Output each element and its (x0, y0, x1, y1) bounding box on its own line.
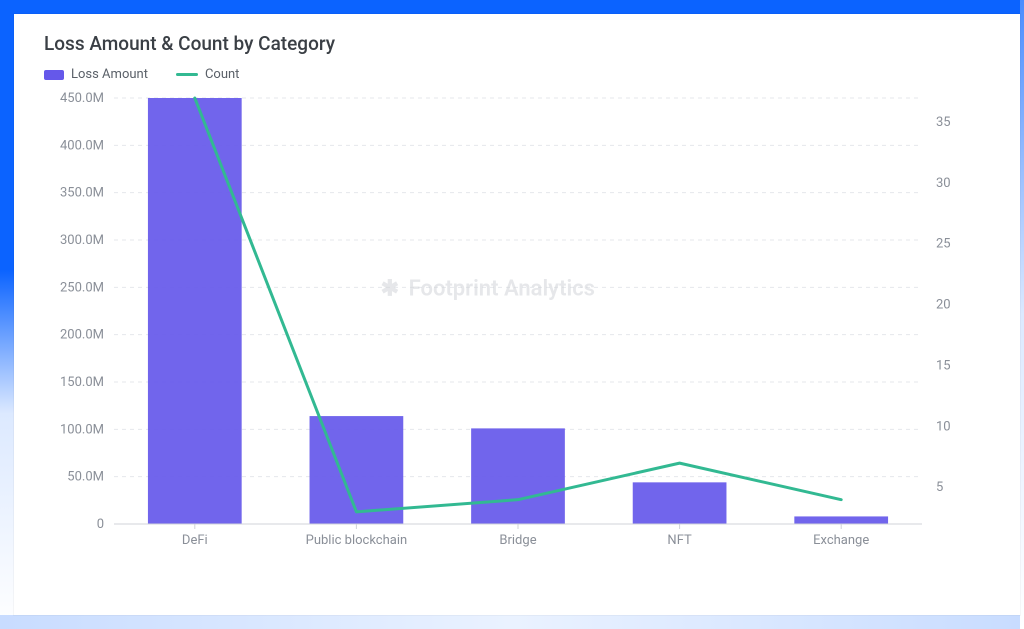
chart-title: Loss Amount & Count by Category (44, 32, 992, 55)
y-left-tick-label: 350.0M (60, 186, 104, 201)
y-right-tick-label: 25 (936, 237, 951, 252)
bar[interactable] (148, 98, 242, 524)
chart-card: Loss Amount & Count by Category Loss Amo… (14, 14, 1020, 615)
x-tick-label: NFT (667, 533, 692, 548)
outer-frame: Loss Amount & Count by Category Loss Amo… (0, 0, 1024, 629)
y-left-tick-label: 150.0M (60, 375, 104, 390)
x-tick-label: Exchange (813, 533, 869, 548)
legend-swatch-bar (44, 70, 64, 80)
y-left-tick-label: 250.0M (60, 280, 104, 295)
legend-label-bar: Loss Amount (71, 67, 148, 82)
y-left-tick-label: 100.0M (60, 422, 104, 437)
legend-swatch-line (176, 73, 198, 76)
y-right-tick-label: 10 (936, 419, 951, 434)
y-left-tick-label: 0 (97, 517, 104, 532)
y-left-tick-label: 300.0M (60, 233, 104, 248)
y-right-tick-label: 35 (936, 115, 951, 130)
y-right-tick-label: 20 (936, 298, 951, 313)
frame-border-left-fade (0, 270, 14, 629)
legend-label-line: Count (205, 67, 239, 82)
x-tick-label: Bridge (499, 533, 536, 548)
y-left-tick-label: 200.0M (60, 328, 104, 343)
bar[interactable] (471, 428, 565, 524)
legend-item-bar[interactable]: Loss Amount (44, 67, 148, 82)
y-left-tick-label: 450.0M (60, 91, 104, 106)
y-left-tick-label: 50.0M (67, 470, 104, 485)
watermark-icon: ✱ (381, 276, 399, 301)
frame-border-left (0, 0, 14, 270)
y-right-tick-label: 30 (936, 176, 951, 191)
x-tick-label: Public blockchain (306, 533, 408, 548)
frame-border-right (1020, 0, 1024, 629)
frame-border-top (0, 0, 1024, 14)
chart-svg: 0 50.0M 100.0M 150.0M 200.0M 250.0M 300.0M 350.… (42, 88, 982, 558)
x-tick-label: DeFi (182, 533, 208, 548)
bar[interactable] (633, 482, 727, 524)
y-right-tick-label: 5 (936, 480, 943, 495)
frame-border-bottom (0, 615, 1024, 629)
watermark-text: Footprint Analytics (409, 276, 595, 301)
legend: Loss Amount Count (44, 67, 992, 82)
legend-item-line[interactable]: Count (176, 67, 239, 82)
bar[interactable] (794, 516, 888, 524)
chart-plot: 0 50.0M 100.0M 150.0M 200.0M 250.0M 300.0M 350.… (42, 88, 992, 558)
y-left-tick-label: 400.0M (60, 138, 104, 153)
y-right-tick-label: 15 (936, 358, 951, 373)
